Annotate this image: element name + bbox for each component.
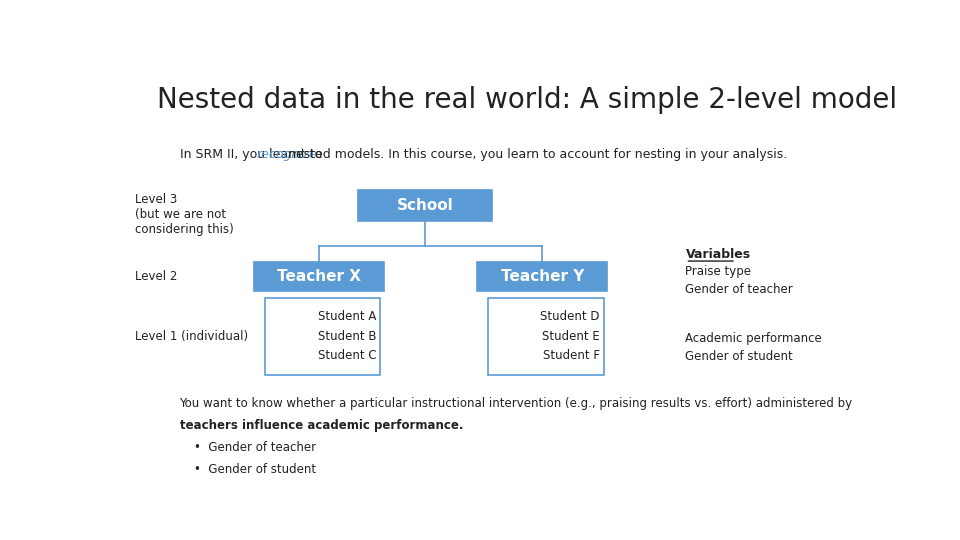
Text: Academic performance: Academic performance — [685, 332, 822, 345]
FancyBboxPatch shape — [265, 298, 380, 375]
FancyBboxPatch shape — [358, 190, 492, 221]
FancyBboxPatch shape — [253, 262, 384, 292]
Text: recognize: recognize — [256, 148, 318, 161]
Text: nested models. In this course, you learn to account for nesting in your analysis: nested models. In this course, you learn… — [284, 148, 788, 161]
Text: Nested data in the real world: A simple 2-level model: Nested data in the real world: A simple … — [157, 85, 898, 113]
Text: You want to know whether a particular instructional intervention (e.g., praising: You want to know whether a particular in… — [180, 397, 852, 410]
Text: Praise type: Praise type — [685, 265, 752, 278]
Text: Gender of teacher: Gender of teacher — [685, 282, 793, 296]
Text: Student E: Student E — [542, 329, 600, 342]
Text: Teacher X: Teacher X — [277, 269, 361, 285]
Text: Student D: Student D — [540, 310, 600, 323]
Text: Student A: Student A — [319, 310, 376, 323]
FancyBboxPatch shape — [477, 262, 608, 292]
Text: In SRM II, you learnt to: In SRM II, you learnt to — [180, 148, 325, 161]
Text: Student B: Student B — [318, 329, 376, 342]
Text: Level 2: Level 2 — [134, 271, 178, 284]
Text: Student F: Student F — [543, 349, 600, 362]
Text: Level 3
(but we are not
considering this): Level 3 (but we are not considering this… — [134, 193, 233, 235]
FancyBboxPatch shape — [489, 298, 604, 375]
Text: Teacher Y: Teacher Y — [500, 269, 584, 285]
Text: Level 1 (individual): Level 1 (individual) — [134, 329, 248, 342]
Text: •  Gender of teacher: • Gender of teacher — [194, 441, 317, 454]
Text: Gender of student: Gender of student — [685, 350, 793, 363]
Text: •  Gender of student: • Gender of student — [194, 463, 317, 476]
Text: teachers influence academic performance.: teachers influence academic performance. — [180, 419, 463, 432]
Text: Variables: Variables — [685, 248, 751, 261]
Text: School: School — [396, 198, 453, 213]
Text: Student C: Student C — [318, 349, 376, 362]
